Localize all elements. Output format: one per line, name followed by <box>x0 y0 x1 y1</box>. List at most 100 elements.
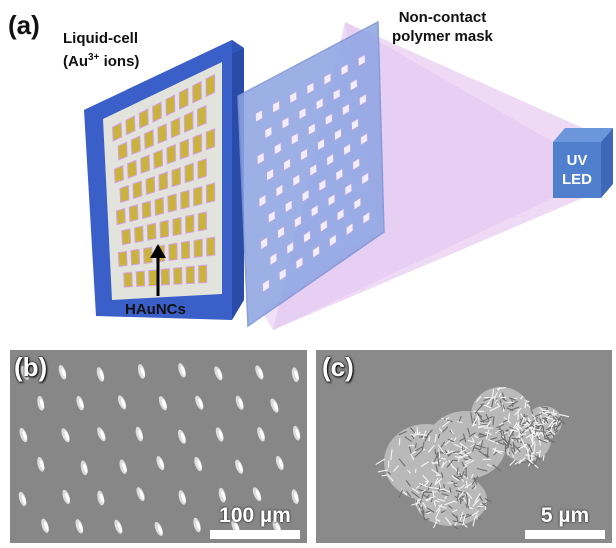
cluster-spike <box>520 413 525 420</box>
gold-square <box>153 149 164 170</box>
cluster-spike <box>453 485 458 488</box>
mask-aperture <box>362 210 371 225</box>
cluster-spike <box>398 438 401 446</box>
gold-square <box>138 108 149 130</box>
cluster-spike <box>423 480 430 487</box>
cluster-spike <box>502 419 508 423</box>
cluster-spike <box>464 514 472 519</box>
cluster-spike <box>514 459 522 465</box>
cluster-spike <box>537 438 548 444</box>
cluster-spike <box>474 492 481 503</box>
cluster-spike <box>498 425 503 437</box>
cluster-spike <box>509 429 519 432</box>
gold-square <box>132 180 143 200</box>
cluster-spike <box>417 488 428 493</box>
uv-led-box: UV LED <box>553 142 601 198</box>
cluster-spike <box>432 521 438 529</box>
cluster-spike <box>381 474 389 477</box>
cluster-spike <box>411 450 416 455</box>
cluster-spike <box>456 515 459 522</box>
gold-square <box>206 236 216 257</box>
cluster-spike <box>478 416 480 426</box>
cluster-spike <box>398 430 407 436</box>
cluster-spike <box>529 420 535 428</box>
liquid-cell-label: Liquid-cell (Au3+ ions) <box>63 29 139 71</box>
cluster-spike <box>414 449 424 458</box>
cluster-spike <box>390 449 393 461</box>
sem-particle <box>18 491 27 507</box>
cluster-spike <box>545 411 554 414</box>
cluster-spike <box>547 428 555 438</box>
cluster-spike <box>513 444 521 453</box>
cluster-spike <box>552 416 557 421</box>
cluster-spike <box>502 430 506 440</box>
cluster-spike <box>544 416 549 424</box>
cluster-spike <box>422 474 429 482</box>
mask-aperture <box>358 93 367 107</box>
cluster-spike <box>498 422 504 426</box>
gold-square <box>144 129 154 150</box>
mask-aperture <box>318 178 327 193</box>
mask-aperture <box>345 222 354 237</box>
panel-c-label: (c) <box>322 352 354 382</box>
cluster-spike <box>501 403 505 412</box>
cluster-spike <box>527 450 531 463</box>
sem-particle <box>114 519 123 534</box>
cluster-spike <box>426 494 430 499</box>
cluster-spike <box>423 494 429 499</box>
gold-square <box>185 265 195 285</box>
scale-bar-c-line <box>525 530 605 539</box>
cluster-spike <box>472 515 476 527</box>
cluster-spike <box>533 443 536 455</box>
sem-particle <box>178 490 186 505</box>
cluster-spike <box>404 436 413 443</box>
gold-square <box>205 127 216 151</box>
gold-square <box>171 166 181 188</box>
cluster-spike <box>393 465 399 472</box>
gold-square <box>152 101 163 123</box>
cluster-spike <box>457 420 463 424</box>
gold-square <box>197 104 207 128</box>
mask-aperture <box>303 229 311 244</box>
mask-aperture <box>286 240 295 256</box>
liquid-cell-line1: Liquid-cell <box>63 30 138 47</box>
cluster-spike <box>537 432 541 437</box>
mask-aperture <box>266 167 275 182</box>
gold-square <box>158 171 169 192</box>
cluster-spike <box>496 423 505 429</box>
cluster-spike <box>514 449 519 455</box>
cluster-spike <box>511 437 521 440</box>
sem-particle <box>270 398 279 413</box>
cluster-spike <box>530 441 536 448</box>
cluster-spike <box>473 476 478 486</box>
cluster-spike <box>470 443 476 448</box>
mask-aperture <box>292 173 301 188</box>
sem-particle <box>61 428 70 443</box>
cluster-spike <box>491 398 494 408</box>
cluster-spike <box>450 429 454 435</box>
gold-square <box>205 182 216 204</box>
scale-bar-b-line <box>210 530 300 539</box>
cluster-spike <box>398 489 404 499</box>
cluster-spike <box>471 443 477 452</box>
cluster-spike <box>485 429 490 440</box>
gold-square <box>183 110 194 133</box>
gold-square <box>197 211 208 232</box>
cluster-spike <box>422 430 427 440</box>
cluster-spike <box>532 423 536 433</box>
cluster-spike <box>534 455 541 460</box>
gold-square <box>184 162 194 184</box>
cluster-spike <box>463 451 472 457</box>
mask-aperture <box>307 122 316 136</box>
cluster-spike <box>472 498 480 507</box>
gold-square <box>160 268 171 286</box>
cluster-spike <box>470 412 474 424</box>
cluster-spike <box>449 487 452 494</box>
mask-aperture <box>312 244 321 259</box>
cluster-spike <box>476 467 488 472</box>
cluster-body <box>415 474 487 526</box>
cluster-spike <box>465 503 468 508</box>
mask-aperture <box>289 90 298 105</box>
cluster-spike <box>438 479 442 488</box>
cluster-spike <box>491 389 495 397</box>
